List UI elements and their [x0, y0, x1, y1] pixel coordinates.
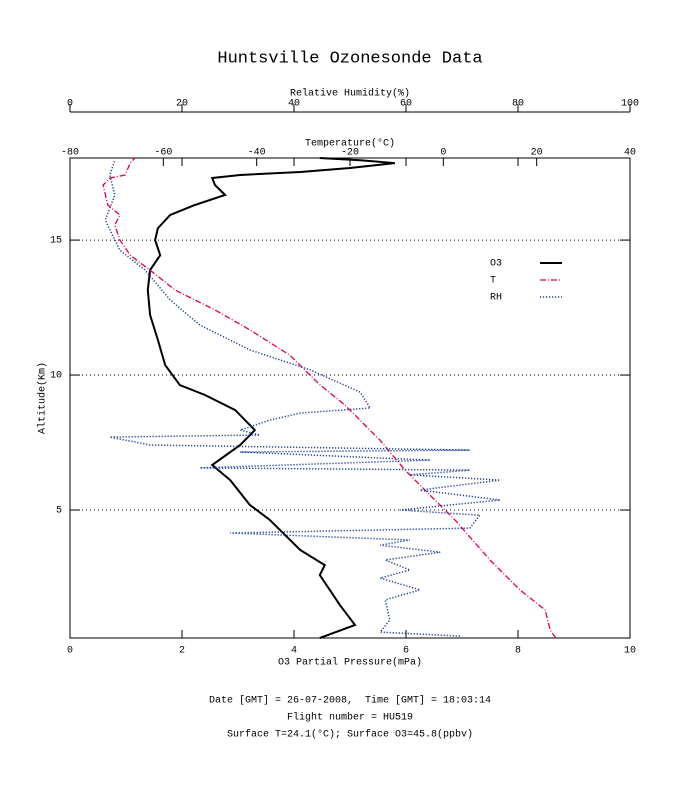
footer-line: Surface T=24.1(°C); Surface O3=45.8(ppbv… — [227, 729, 473, 741]
x2-tick-label: -80 — [61, 148, 79, 159]
x-tick-label: 10 — [624, 646, 636, 657]
y-tick-label: 5 — [56, 506, 62, 517]
footer-line: Flight number = HU519 — [287, 712, 413, 724]
legend-label: T — [490, 276, 496, 287]
x-axis-label: O3 Partial Pressure(mPa) — [278, 657, 422, 669]
x3-tick-label: 20 — [176, 99, 188, 110]
x2-tick-label: 20 — [531, 148, 543, 159]
series-line — [104, 159, 501, 637]
x3-tick-label: 0 — [67, 99, 73, 110]
x3-axis-label: Relative Humidity(%) — [290, 88, 410, 100]
x-tick-label: 8 — [515, 646, 521, 657]
series-line — [102, 157, 557, 639]
chart-title: Huntsville Ozonesonde Data — [217, 49, 482, 68]
legend-label: RH — [490, 293, 502, 304]
series-line — [146, 157, 395, 639]
x3-tick-label: 60 — [400, 99, 412, 110]
x3-tick-label: 40 — [288, 99, 300, 110]
x-tick-label: 6 — [403, 646, 409, 657]
x2-tick-label: -20 — [341, 148, 359, 159]
footer-line: Date [GMT] = 26-07-2008, Time [GMT] = 18… — [209, 695, 491, 707]
x3-tick-label: 80 — [512, 99, 524, 110]
x-tick-label: 4 — [291, 646, 297, 657]
plot-frame — [69, 157, 631, 639]
x2-tick-label: -60 — [154, 148, 172, 159]
y-tick-label: 10 — [50, 371, 62, 382]
y-axis-label: Altitude(Km) — [37, 362, 49, 434]
x2-tick-label: -40 — [248, 148, 266, 159]
x2-axis-label: Temperature(°C) — [305, 138, 395, 150]
x-tick-label: 0 — [67, 646, 73, 657]
legend-label: O3 — [490, 259, 502, 270]
x2-tick-label: 40 — [624, 148, 636, 159]
y-tick-label: 15 — [50, 236, 62, 247]
x-tick-label: 2 — [179, 646, 185, 657]
x3-tick-label: 100 — [621, 99, 639, 110]
x2-tick-label: 0 — [440, 148, 446, 159]
